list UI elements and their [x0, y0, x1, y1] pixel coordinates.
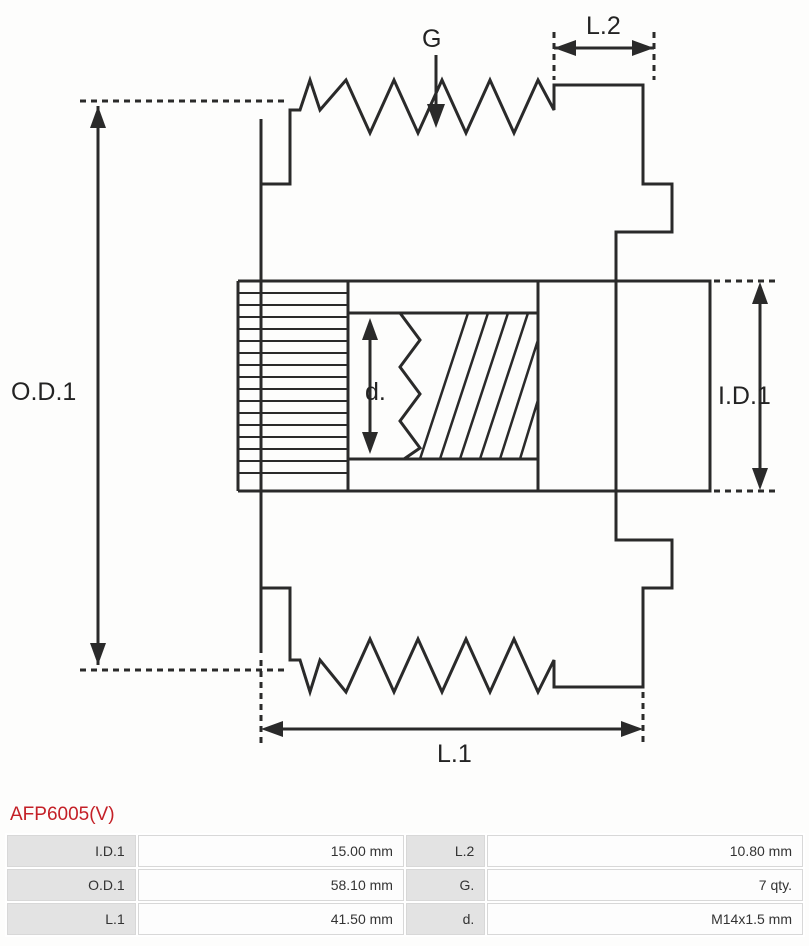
table-row: O.D.1 58.10 mm G. 7 qty.	[7, 869, 803, 901]
spec-value: 10.80 mm	[487, 835, 803, 867]
spec-value: 58.10 mm	[138, 869, 404, 901]
spec-label: I.D.1	[7, 835, 136, 867]
table-row: I.D.1 15.00 mm L.2 10.80 mm	[7, 835, 803, 867]
spec-value: M14x1.5 mm	[487, 903, 803, 935]
technical-drawing: G L.2 O.D.1 d. I.D.1 L.1	[0, 0, 809, 800]
spec-label: L.2	[406, 835, 485, 867]
spec-label: L.1	[7, 903, 136, 935]
product-code: AFP6005(V)	[0, 800, 809, 830]
spec-label: O.D.1	[7, 869, 136, 901]
label-id1: I.D.1	[718, 382, 771, 411]
spec-value: 7 qty.	[487, 869, 803, 901]
table-row: L.1 41.50 mm d. M14x1.5 mm	[7, 903, 803, 935]
spec-label: d.	[406, 903, 485, 935]
label-l1: L.1	[437, 740, 472, 769]
spec-value: 15.00 mm	[138, 835, 404, 867]
label-d: d.	[365, 378, 386, 407]
label-g: G	[422, 25, 441, 54]
spec-table: I.D.1 15.00 mm L.2 10.80 mm O.D.1 58.10 …	[5, 833, 805, 937]
spec-value: 41.50 mm	[138, 903, 404, 935]
label-l2: L.2	[586, 12, 621, 41]
label-od1: O.D.1	[11, 378, 76, 407]
spec-label: G.	[406, 869, 485, 901]
